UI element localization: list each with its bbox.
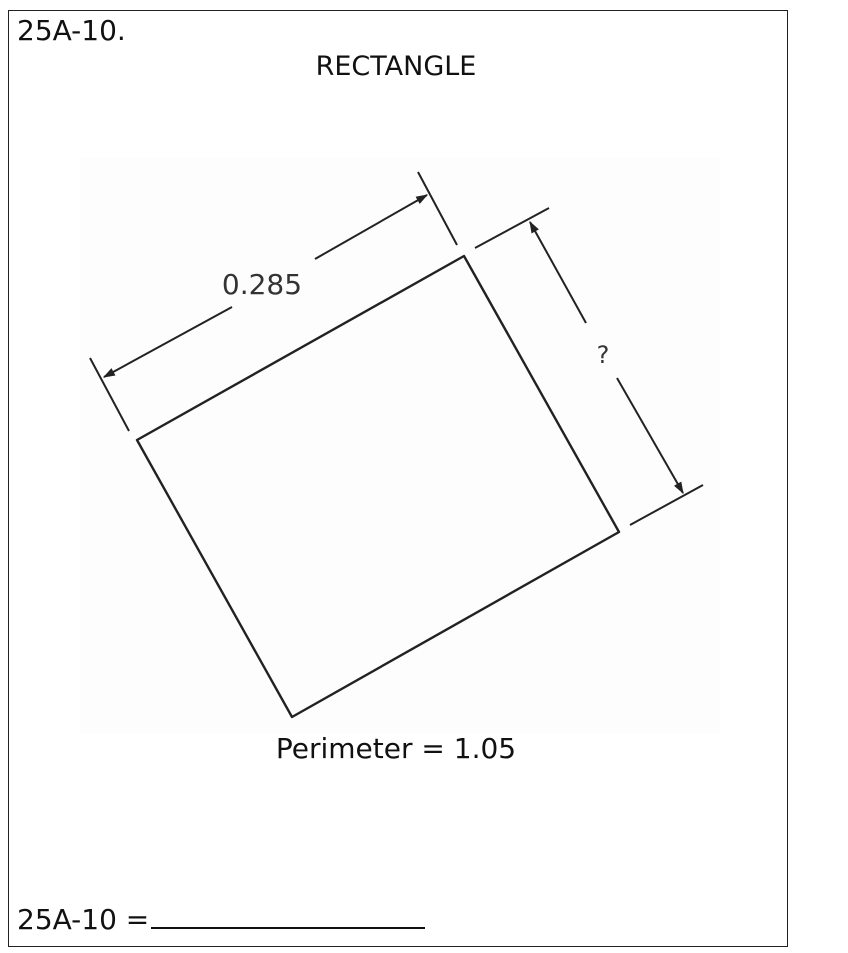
length-dimension-line-lower xyxy=(102,306,233,378)
perimeter-text: Perimeter = 1.05 xyxy=(275,732,517,765)
width-extension-line-top xyxy=(474,207,550,249)
length-dimension-line-upper xyxy=(314,194,429,260)
length-extension-line-right xyxy=(417,171,458,246)
answer-prefix: 25A-10 = xyxy=(17,903,150,936)
width-label: ? xyxy=(597,341,610,369)
width-dimension-line-upper xyxy=(529,220,587,324)
length-label: 0.285 xyxy=(222,268,302,301)
width-extension-line-bottom xyxy=(629,484,704,526)
width-dimension-line-lower xyxy=(616,377,684,495)
length-extension-line-left xyxy=(89,357,130,432)
answer-blank[interactable] xyxy=(151,897,426,929)
answer-line: 25A-10 = xyxy=(17,897,426,937)
rectangle-shape xyxy=(135,254,621,719)
shape-title: RECTANGLE xyxy=(315,51,477,82)
diagram-background xyxy=(80,158,720,734)
problem-number: 25A-10. xyxy=(17,14,126,47)
